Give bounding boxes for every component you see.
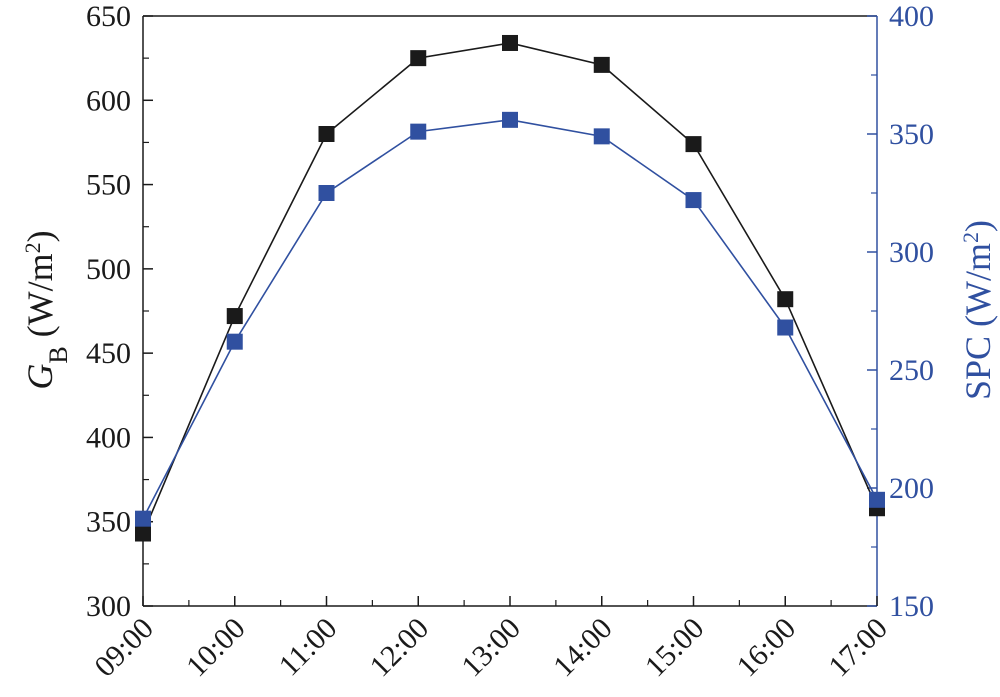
x-tick-label: 11:00 (273, 612, 344, 683)
series-2-point (502, 111, 518, 128)
right-tick-label: 350 (889, 118, 934, 151)
series-2-point (410, 123, 427, 140)
right-y-axis: 150 200 250 300 350 400 (867, 0, 934, 623)
series-1-point (593, 56, 610, 73)
right-tick-label: 200 (889, 472, 934, 505)
left-tick-label: 600 (86, 84, 131, 117)
series-1-point (685, 136, 702, 153)
right-tick-label: 400 (889, 0, 934, 33)
x-tick-label: 10:00 (180, 612, 252, 684)
series-1-point (135, 525, 151, 542)
x-tick-label: 16:00 (731, 612, 803, 684)
right-tick-label: 300 (889, 236, 934, 269)
x-axis: 09:00 10:00 11:00 12:00 13:00 14:00 15:00 16:00… (88, 596, 894, 683)
series-2-point (135, 510, 151, 527)
left-y-axis: 300 350 400 450 500 550 600 650 (86, 0, 153, 623)
series-1-point (410, 50, 427, 67)
left-axis-title: GB (W/m2) (20, 230, 73, 389)
right-tick-label: 250 (889, 354, 934, 387)
series-layer (135, 34, 885, 542)
x-tick-label: 12:00 (364, 612, 436, 684)
series-1-point (318, 126, 335, 142)
left-tick-label: 450 (86, 337, 131, 370)
series-2-point (318, 185, 335, 201)
series-2-point (869, 491, 885, 508)
series-2-point (226, 333, 243, 350)
x-tick-label: 14:00 (547, 612, 619, 684)
left-tick-label: 400 (86, 421, 131, 454)
series-1-point (502, 34, 518, 51)
left-tick-label: 650 (86, 0, 131, 33)
left-tick-label: 500 (86, 253, 131, 286)
series-1-point (226, 308, 243, 325)
series-1-point (777, 291, 794, 308)
x-tick-label: 13:00 (455, 612, 527, 684)
x-tick-label: 17:00 (822, 612, 894, 684)
series-2-line (142, 119, 878, 520)
left-tick-label: 550 (86, 169, 131, 202)
x-tick-label: 15:00 (639, 612, 711, 684)
series-2-point (685, 192, 702, 209)
series-2-point (593, 128, 610, 145)
right-axis-title: SPC (W/m2) (958, 220, 999, 400)
series-2-point (777, 319, 794, 336)
left-tick-label: 300 (86, 590, 131, 623)
right-tick-label: 150 (889, 590, 934, 623)
left-tick-label: 350 (86, 506, 131, 539)
